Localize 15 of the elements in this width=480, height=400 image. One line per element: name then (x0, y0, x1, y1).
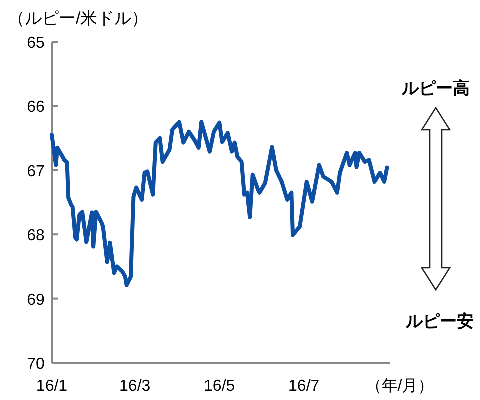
x-tick-label: 16/7 (288, 378, 320, 395)
text: ルピー安 (405, 312, 474, 331)
text: ルピー高 (401, 79, 470, 98)
y-tick-label: 67 (27, 163, 45, 180)
x-tick-label: 16/5 (204, 378, 236, 395)
x-tick-label: 16/1 (36, 378, 68, 395)
x-tick-label: 16/3 (120, 378, 151, 395)
y-tick-label: 65 (27, 35, 45, 52)
y-tick-label: 68 (27, 228, 45, 245)
y-tick-label: 69 (27, 292, 45, 309)
line-series (50, 120, 390, 288)
y-axis-title: （ルピー/米ドル） (8, 9, 149, 28)
y-tick-label: 66 (27, 99, 45, 116)
y-tick-label: 70 (27, 356, 45, 373)
x-axis-title: （年/月） (366, 378, 434, 395)
